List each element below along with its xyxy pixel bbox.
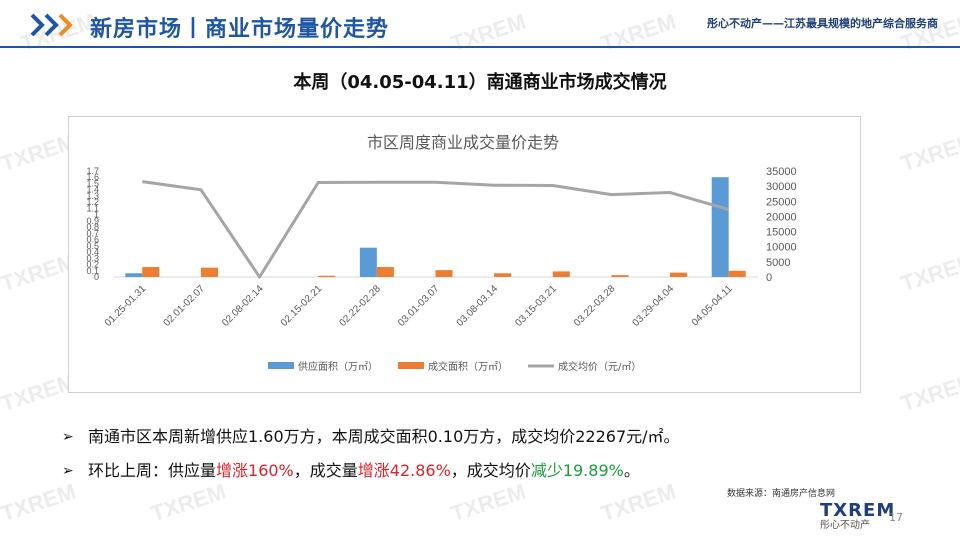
bar-transaction <box>200 267 218 277</box>
bullet-item: ➢ 南通市区本周新增供应1.60万方，本周成交面积0.10万方，成交均价22267… <box>62 424 680 458</box>
bar-transaction <box>670 272 688 277</box>
section-title: 新房市场丨商业市场量价走势 <box>90 17 390 42</box>
y-right-tick-label: 10000 <box>766 242 797 254</box>
y-left-tick-label: 1.6 <box>86 172 99 182</box>
company-logo: TXREM 彤心不动产 <box>820 500 896 538</box>
watermark-text: TXREM <box>897 128 960 177</box>
bullet-text: 增涨42.86% <box>357 461 451 480</box>
page-subtitle: 本周（04.05-04.11）南通商业市场成交情况 <box>293 72 667 93</box>
y-left-tick-label: 1.1 <box>86 203 99 213</box>
price-line <box>142 180 730 279</box>
y-left-tick-label: 1.5 <box>86 178 99 188</box>
bar-transaction <box>318 275 336 277</box>
x-tick-label: 03.08-03.14 <box>455 283 501 329</box>
bar-transaction <box>494 273 512 277</box>
chevron-arrows-icon <box>30 13 73 37</box>
bullet-text: ，成交均价 <box>450 461 531 480</box>
watermark-text: TXREM <box>897 368 960 417</box>
x-tick-label: 02.15-02.21 <box>279 283 325 329</box>
bar-transaction <box>552 271 570 277</box>
y-left-tick-label: 0.4 <box>86 247 99 257</box>
bar-transaction <box>611 275 629 277</box>
y-left-tick-label: 0.5 <box>86 241 99 251</box>
bullet-text: 减少19.89% <box>530 461 624 480</box>
bar-supply <box>359 247 377 277</box>
price-volume-chart: 市区周度商业成交量价走势00.10.20.30.40.50.60.70.80.9… <box>86 134 797 373</box>
x-tick-label: 02.08-02.14 <box>220 283 266 329</box>
x-tick-label: 01.25-01.31 <box>103 283 149 329</box>
x-tick-label: 03.15-03.21 <box>513 283 559 329</box>
y-left-tick-label: 0.2 <box>86 260 99 270</box>
y-right-tick-label: 20000 <box>766 211 797 223</box>
y-right-tick-label: 0 <box>766 272 772 284</box>
bar-transaction <box>728 270 746 277</box>
legend-swatch <box>268 362 294 369</box>
bullet-text: ，成交量 <box>293 461 358 480</box>
y-left-tick-label: 0.6 <box>86 235 99 245</box>
bullet-text: 增涨160% <box>216 461 294 480</box>
y-left-tick-label: 0 <box>94 272 99 282</box>
y-right-tick-label: 5000 <box>766 257 790 269</box>
y-left-tick-label: 0.3 <box>86 253 99 263</box>
y-left-tick-label: 1.2 <box>86 197 99 207</box>
company-slogan: 彤心不动产——江苏最具规模的地产综合服务商 <box>707 17 938 30</box>
x-tick-label: 02.22-02.28 <box>337 283 383 329</box>
legend-label: 成交均价（元/㎡） <box>558 360 641 373</box>
y-right-tick-label: 25000 <box>766 196 797 208</box>
bullet-item: ➢ 环比上周：供应量增涨160%，成交量增涨42.86%，成交均价减少19.89%… <box>62 458 680 492</box>
chart-title: 市区周度商业成交量价走势 <box>367 134 559 152</box>
y-left-tick-label: 0.9 <box>86 216 99 226</box>
y-left-tick-label: 1.3 <box>86 191 99 201</box>
x-tick-label: 03.22-03.28 <box>572 283 618 329</box>
bar-supply <box>125 273 143 277</box>
x-tick-label: 02.01-02.07 <box>162 283 208 329</box>
legend-label: 供应面积（万㎡） <box>298 360 378 373</box>
y-right-tick-label: 35000 <box>766 166 797 178</box>
bar-supply <box>711 177 729 277</box>
y-left-tick-label: 0.8 <box>86 222 99 232</box>
bar-transaction <box>435 270 453 277</box>
y-left-tick-label: 1 <box>94 210 99 220</box>
y-left-tick-label: 0.1 <box>86 266 99 276</box>
legend-swatch <box>398 362 424 369</box>
arrow-bullet-icon: ➢ <box>62 463 74 479</box>
y-left-tick-label: 0.7 <box>86 228 99 238</box>
chart-frame <box>68 116 861 393</box>
page-number: 17 <box>889 511 903 524</box>
watermark-text: TXREM <box>897 248 960 297</box>
x-tick-label: 04.05-04.11 <box>690 283 735 328</box>
legend-label: 成交面积（万㎡） <box>428 360 508 373</box>
bullet-text: 。 <box>623 461 640 480</box>
y-left-tick-label: 1.4 <box>86 185 99 195</box>
header: 新房市场丨商业市场量价走势 彤心不动产——江苏最具规模的地产综合服务商 <box>0 0 960 50</box>
y-right-tick-label: 30000 <box>766 181 797 193</box>
header-divider <box>0 46 960 48</box>
bar-transaction <box>376 267 394 277</box>
bullet-text: 环比上周：供应量 <box>88 461 217 480</box>
y-left-tick-label: 1.7 <box>86 166 99 176</box>
summary-bullets: ➢ 南通市区本周新增供应1.60万方，本周成交面积0.10万方，成交均价22267… <box>62 424 680 492</box>
arrow-bullet-icon: ➢ <box>62 429 74 445</box>
bullet-text: 南通市区本周新增供应1.60万方，本周成交面积0.10万方，成交均价22267元… <box>88 427 680 446</box>
logo-text: TXREM <box>820 500 896 521</box>
bar-transaction <box>142 267 160 277</box>
data-source: 数据来源：南通房产信息网 <box>727 489 836 499</box>
logo-subtext: 彤心不动产 <box>820 520 870 531</box>
x-tick-label: 03.01-03.07 <box>396 283 442 329</box>
y-right-tick-label: 15000 <box>766 227 797 239</box>
x-tick-label: 03.29-04.04 <box>631 283 677 329</box>
